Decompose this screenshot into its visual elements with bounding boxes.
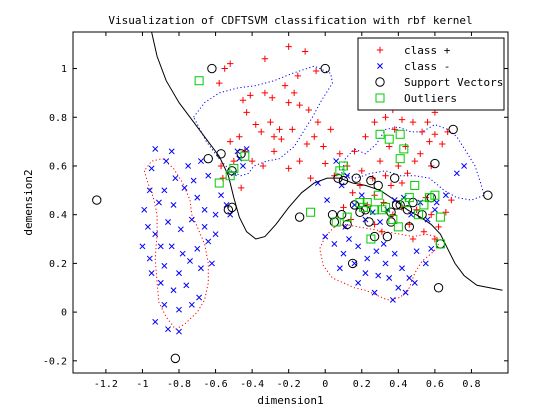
x-tick-label: 0.6 bbox=[426, 379, 444, 390]
x-tick-label: -0.2 bbox=[277, 379, 301, 390]
legend-label: Outliers bbox=[404, 92, 457, 105]
y-tick-label: 1 bbox=[61, 64, 67, 75]
y-tick-label: -0.2 bbox=[43, 356, 67, 367]
y-axis-label: demension2 bbox=[22, 169, 35, 235]
x-tick-label: -0.8 bbox=[167, 379, 191, 390]
x-tick-label: -1.2 bbox=[94, 379, 118, 390]
x-tick-label: 0.4 bbox=[389, 379, 407, 390]
x-tick-label: 0 bbox=[322, 379, 328, 390]
chart-title: Visualization of CDFTSVM classification … bbox=[108, 14, 472, 27]
x-tick-label: -0.4 bbox=[240, 379, 264, 390]
x-tick-label: -1 bbox=[136, 379, 148, 390]
x-axis-label: dimension1 bbox=[257, 394, 323, 407]
y-tick-label: 0.8 bbox=[49, 113, 67, 124]
y-tick-label: 0.4 bbox=[49, 210, 67, 221]
y-tick-label: 0 bbox=[61, 308, 67, 319]
y-tick-label: 0.2 bbox=[49, 259, 67, 270]
legend: class + class - Support Vectors Outliers bbox=[358, 38, 504, 110]
legend-label: Support Vectors bbox=[404, 76, 503, 89]
x-tick-label: 0.2 bbox=[353, 379, 371, 390]
x-tick-label: 0.8 bbox=[462, 379, 480, 390]
y-tick-label: 0.6 bbox=[49, 161, 67, 172]
x-tick-label: -0.6 bbox=[204, 379, 228, 390]
legend-label: class + bbox=[404, 44, 451, 57]
legend-label: class - bbox=[404, 60, 450, 73]
